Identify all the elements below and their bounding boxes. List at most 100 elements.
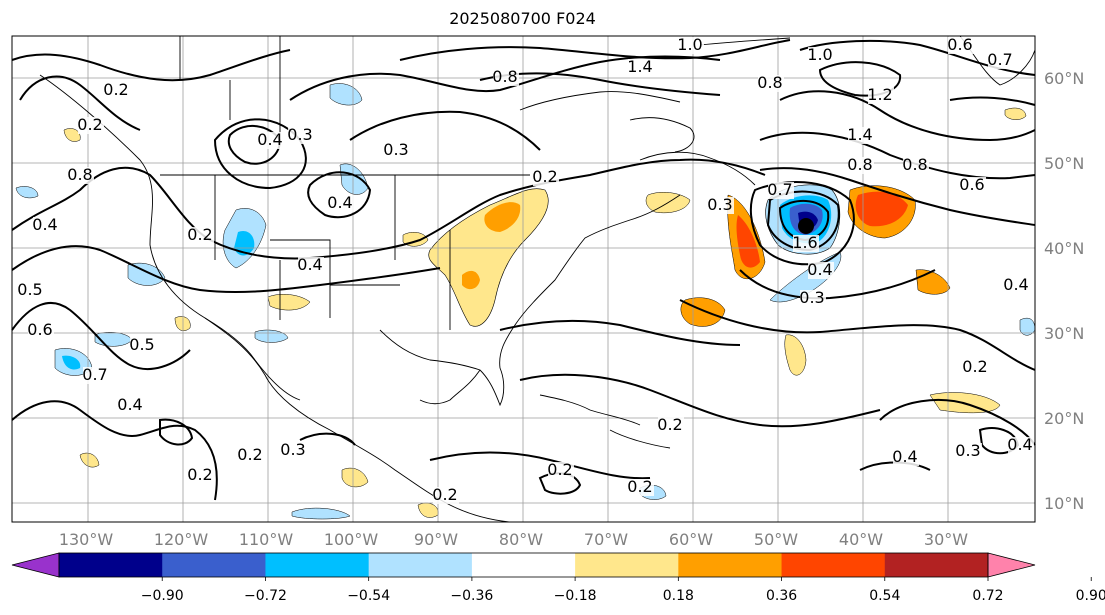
contour-label-bg (68, 167, 94, 184)
contour-label-bg (956, 443, 982, 460)
contour-label: 0.8 (67, 165, 92, 184)
contour-label: 0.3 (955, 441, 980, 460)
colorbar-extend-low (11, 552, 60, 578)
contour-label: 0.5 (129, 335, 154, 354)
contour-label: 0.3 (383, 140, 408, 159)
contour-label: 0.5 (17, 280, 42, 299)
contour-label: 0.7 (987, 50, 1012, 69)
contour-label-bg (433, 487, 459, 504)
longitude-label: 80°W (499, 530, 543, 549)
longitude-label: 40°W (839, 530, 883, 549)
contour-label: 0.3 (287, 125, 312, 144)
shaded-field (15, 83, 1036, 520)
contour-lines (11, 39, 1036, 501)
colorbar-tick-label: 0.72 (972, 588, 1003, 604)
contour-label: 0.2 (547, 460, 572, 479)
contour-label: 0.3 (799, 288, 824, 307)
colorbar-segment (368, 553, 473, 577)
latitude-label: 30°N (1044, 324, 1084, 343)
contour-label: 0.2 (432, 485, 457, 504)
contour-label: 0.2 (187, 465, 212, 484)
contour-label-bg (188, 467, 214, 484)
longitude-label: 30°W (924, 530, 968, 549)
contour-label-bg (28, 322, 54, 339)
contour-label-bg (628, 479, 654, 496)
contour-label-bg (1004, 277, 1030, 294)
contour-label-bg (628, 59, 654, 76)
colorbar-segment (884, 553, 989, 577)
contour-label: 0.2 (962, 357, 987, 376)
colorbar-segment (59, 553, 163, 577)
contour-label: 0.4 (1003, 275, 1028, 294)
contour-labels: 0.2 0.4 1.0 1.2 1.4 0.6 0.7 0.8 0.7 0.8 0.6 0.3 1.6 0… (17, 35, 1034, 504)
contour-label-bg (384, 142, 410, 159)
contour-label-bg (281, 442, 307, 459)
contour-label-bg (33, 217, 59, 234)
contour-label: 1.0 (677, 35, 702, 54)
latitude-labels: 60°N 50°N 40°N 30°N 20°N 10°N (1044, 69, 1084, 513)
contour-label-bg (808, 47, 834, 64)
contour-label-bg (988, 52, 1014, 69)
contour-label: 0.2 (77, 115, 102, 134)
latitude-label: 10°N (1044, 494, 1084, 513)
colorbar-tick-labels: −0.90 −0.72 −0.54 −0.36 −0.18 0.18 0.36 0.54 0.7… (141, 577, 1105, 604)
colorbar-tick-label: −0.72 (244, 588, 287, 604)
latitude-label: 60°N (1044, 69, 1084, 88)
longitude-label: 110°W (239, 530, 294, 549)
colorbar-segment (575, 553, 679, 577)
map-title: 2025080700 F024 (449, 9, 596, 28)
contour-label: 1.2 (867, 85, 892, 104)
contour-label-bg (1008, 437, 1034, 454)
colorbar-tick-label: −0.18 (554, 588, 597, 604)
contour-label-bg (118, 397, 144, 414)
contour-label-bg (188, 227, 214, 244)
latitude-label: 40°N (1044, 239, 1084, 258)
contour-label-bg (678, 37, 704, 54)
contour-label-bg (83, 367, 109, 384)
contour-label-bg (658, 417, 684, 434)
contour-label: 0.4 (257, 130, 282, 149)
contour-label-bg (708, 197, 734, 214)
contour-label-bg (18, 282, 44, 299)
colorbar-tick-label: −0.90 (141, 588, 184, 604)
latitude-label: 50°N (1044, 154, 1084, 173)
contour-label: 0.2 (657, 415, 682, 434)
contour-label-bg (793, 235, 819, 252)
contour-label: 0.4 (117, 395, 142, 414)
contour-label: 1.4 (627, 57, 652, 76)
colorbar-tick-label: −0.54 (347, 588, 390, 604)
contour-label: 0.2 (187, 225, 212, 244)
contour-label-bg (868, 87, 894, 104)
contour-label-bg (298, 257, 324, 274)
contour-label: 0.6 (959, 175, 984, 194)
colorbar-tick-label: −0.36 (450, 588, 493, 604)
colorbar-segment (162, 553, 266, 577)
contour-label-bg (78, 117, 104, 134)
longitude-label: 120°W (154, 530, 209, 549)
contour-label-bg (960, 177, 986, 194)
contour-label-bg (848, 127, 874, 144)
colorbar-segment (265, 553, 370, 577)
contour-label-bg (288, 127, 314, 144)
colorbar-tick-label: 0.54 (869, 588, 900, 604)
contour-label-bg (963, 359, 989, 376)
contour-label: 1.4 (847, 125, 872, 144)
contour-label-bg (848, 157, 874, 174)
contour-label-bg (948, 37, 974, 54)
contour-label-bg (800, 290, 826, 307)
contour-label: 0.8 (902, 155, 927, 174)
colorbar-frame (58, 552, 989, 578)
longitude-label: 60°W (669, 530, 713, 549)
contour-label: 0.2 (103, 80, 128, 99)
contour-label-bg (533, 169, 559, 186)
contour-label-bg (104, 82, 130, 99)
contour-label-bg (903, 157, 929, 174)
contour-label: 1.0 (807, 45, 832, 64)
colorbar-tick-label: 0.36 (766, 588, 797, 604)
contour-label-bg (130, 337, 156, 354)
latitude-label: 20°N (1044, 409, 1084, 428)
colorbar-tick-label: 0.90 (1076, 588, 1105, 604)
longitude-label: 100°W (324, 530, 379, 549)
contour-label-bg (238, 447, 264, 464)
